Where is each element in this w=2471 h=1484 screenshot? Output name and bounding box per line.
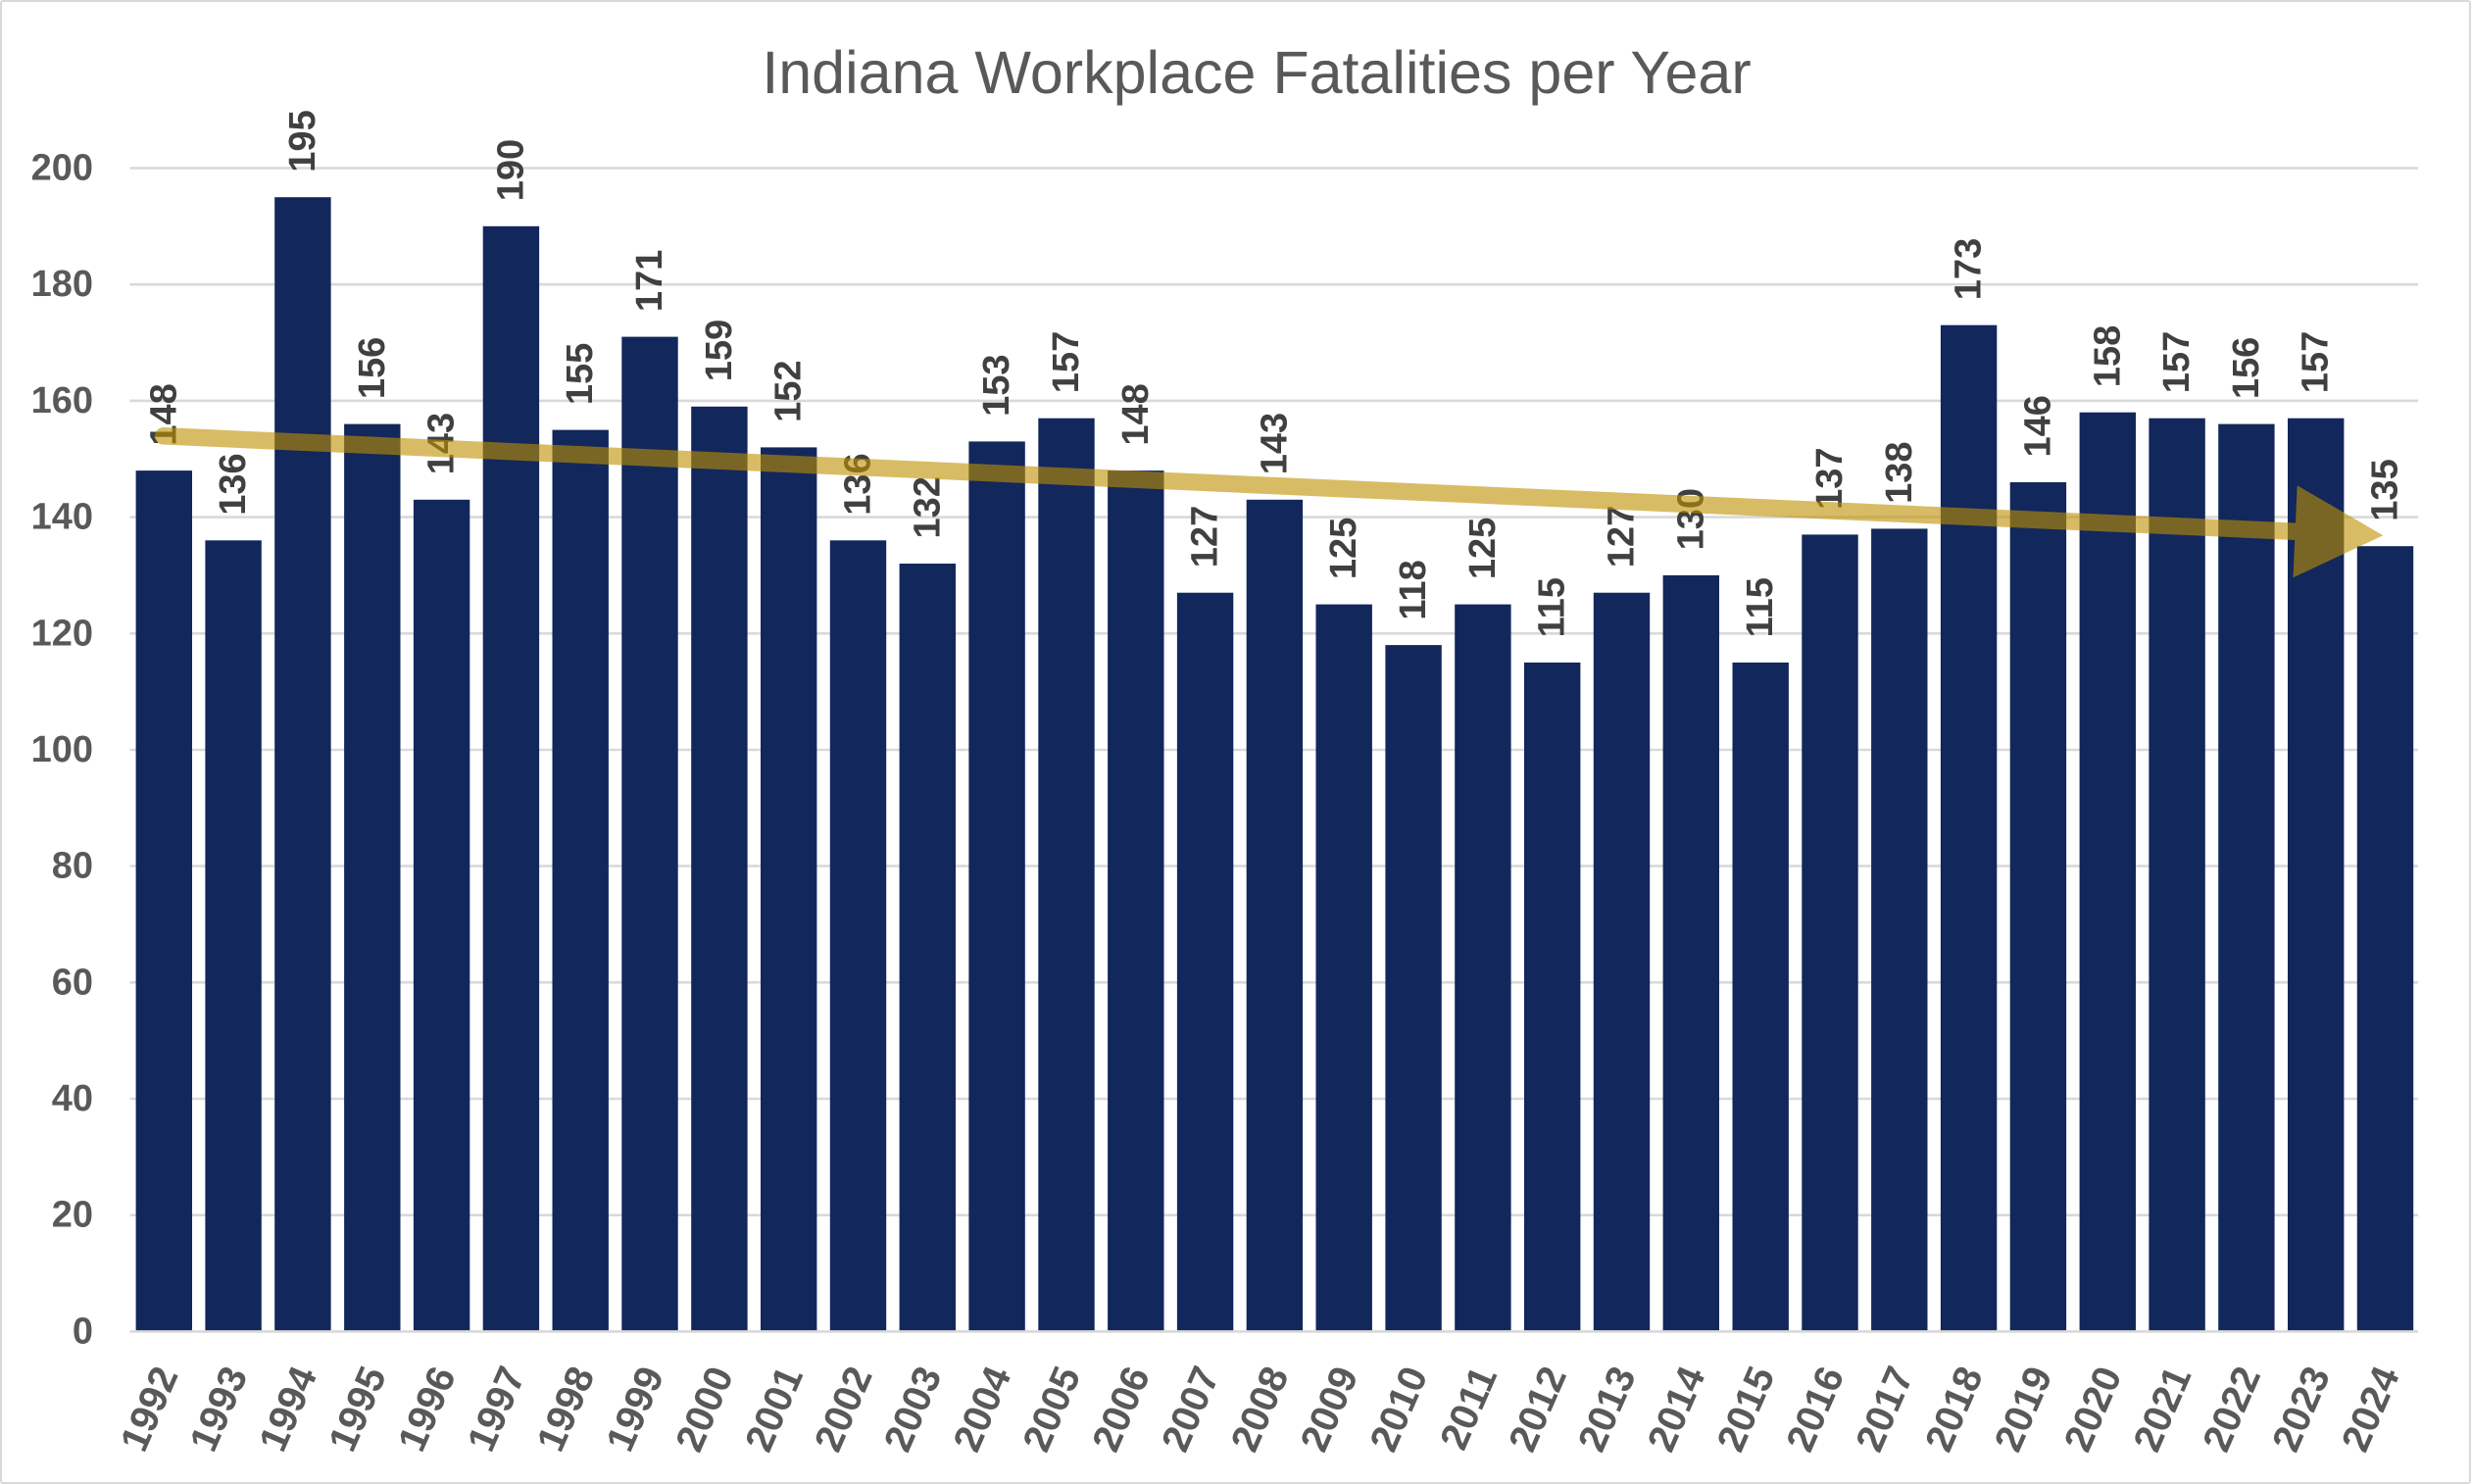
svg-text:2002: 2002	[807, 1360, 881, 1458]
svg-text:160: 160	[31, 380, 93, 421]
svg-text:127: 127	[1185, 506, 1226, 568]
svg-text:153: 153	[976, 354, 1017, 416]
svg-text:195: 195	[282, 110, 323, 172]
svg-text:0: 0	[73, 1311, 93, 1352]
svg-text:136: 136	[213, 453, 254, 515]
svg-text:2013: 2013	[1570, 1360, 1645, 1458]
svg-text:157: 157	[2296, 331, 2337, 393]
svg-text:2001: 2001	[737, 1360, 812, 1458]
svg-text:138: 138	[1879, 441, 1920, 503]
svg-text:2004: 2004	[946, 1360, 1020, 1458]
svg-text:158: 158	[2087, 325, 2128, 387]
svg-text:2012: 2012	[1501, 1360, 1575, 1458]
svg-text:156: 156	[352, 337, 393, 399]
svg-text:2008: 2008	[1223, 1360, 1298, 1458]
svg-text:200: 200	[31, 148, 93, 189]
svg-text:2014: 2014	[1640, 1360, 1714, 1458]
svg-text:157: 157	[2156, 331, 2198, 393]
svg-text:143: 143	[1254, 413, 1295, 474]
svg-text:2022: 2022	[2195, 1360, 2269, 1458]
svg-text:40: 40	[52, 1078, 93, 1119]
svg-text:157: 157	[1046, 331, 1087, 393]
svg-text:2011: 2011	[1432, 1360, 1506, 1456]
svg-text:125: 125	[1462, 518, 1504, 579]
svg-text:155: 155	[560, 343, 601, 405]
svg-text:190: 190	[490, 139, 531, 201]
svg-text:2021: 2021	[2126, 1360, 2200, 1458]
svg-text:2009: 2009	[1293, 1360, 1367, 1458]
svg-text:60: 60	[52, 962, 93, 1003]
svg-text:146: 146	[2017, 395, 2058, 457]
svg-text:135: 135	[2365, 459, 2406, 520]
svg-text:148: 148	[1115, 383, 1157, 445]
svg-text:1995: 1995	[321, 1360, 395, 1458]
svg-text:Indiana Workplace Fatalities p: Indiana Workplace Fatalities per Year	[762, 39, 1751, 106]
svg-text:137: 137	[1809, 447, 1851, 509]
svg-text:20: 20	[52, 1195, 93, 1236]
svg-text:1998: 1998	[529, 1360, 604, 1458]
svg-text:115: 115	[1532, 577, 1573, 637]
svg-text:2007: 2007	[1154, 1360, 1228, 1458]
svg-text:132: 132	[907, 476, 948, 538]
svg-text:152: 152	[768, 360, 810, 421]
svg-text:80: 80	[52, 846, 93, 887]
svg-text:115: 115	[1740, 577, 1781, 637]
svg-text:2000: 2000	[667, 1360, 742, 1458]
svg-text:2016: 2016	[1778, 1360, 1853, 1458]
svg-text:1997: 1997	[460, 1360, 534, 1458]
svg-text:159: 159	[699, 320, 740, 381]
svg-text:2019: 2019	[1987, 1360, 2061, 1458]
svg-text:127: 127	[1602, 506, 1643, 568]
svg-text:2020: 2020	[2056, 1360, 2131, 1458]
svg-text:1999: 1999	[598, 1360, 672, 1458]
svg-text:118: 118	[1393, 560, 1434, 619]
svg-text:2003: 2003	[876, 1360, 951, 1458]
svg-text:2024: 2024	[2334, 1360, 2408, 1458]
svg-text:100: 100	[31, 729, 93, 770]
svg-text:140: 140	[31, 497, 93, 538]
svg-text:1994: 1994	[251, 1360, 325, 1458]
svg-text:120: 120	[31, 613, 93, 654]
svg-text:173: 173	[1949, 238, 1990, 300]
svg-text:2005: 2005	[1014, 1360, 1089, 1458]
svg-text:2023: 2023	[2264, 1360, 2339, 1458]
svg-text:180: 180	[31, 264, 93, 305]
svg-text:171: 171	[629, 250, 670, 312]
svg-text:2010: 2010	[1362, 1360, 1437, 1458]
svg-text:125: 125	[1323, 518, 1364, 579]
svg-text:1992: 1992	[113, 1360, 187, 1458]
svg-text:1996: 1996	[390, 1360, 465, 1458]
svg-text:2017: 2017	[1848, 1360, 1922, 1458]
svg-text:1993: 1993	[182, 1360, 257, 1458]
svg-text:156: 156	[2226, 337, 2267, 399]
svg-text:2018: 2018	[1917, 1360, 1992, 1458]
svg-text:2006: 2006	[1084, 1360, 1159, 1458]
svg-text:2015: 2015	[1709, 1360, 1784, 1458]
